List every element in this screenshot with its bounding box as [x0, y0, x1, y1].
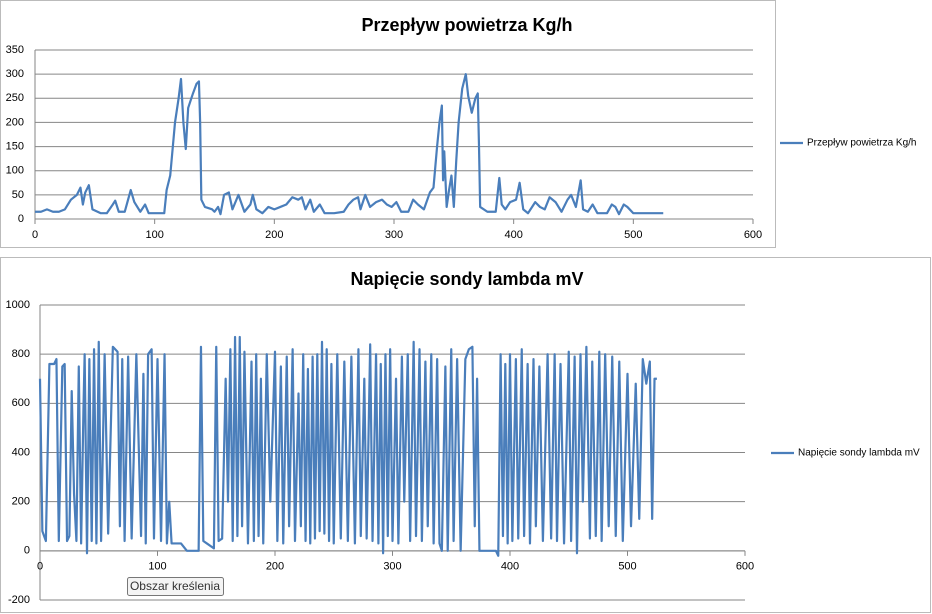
x-tick-label: 400	[504, 229, 522, 241]
y-tick-label: 400	[12, 446, 30, 458]
y-tick-label: -200	[8, 594, 30, 606]
y-tick-label: 200	[6, 116, 24, 128]
x-tick-label: 400	[501, 561, 519, 573]
x-tick-label: 300	[385, 229, 403, 241]
x-tick-label: 600	[744, 229, 762, 241]
y-tick-label: 150	[6, 140, 24, 152]
tooltip-text: Obszar kreślenia	[130, 579, 220, 593]
y-tick-label: 200	[12, 496, 30, 508]
x-tick-label: 200	[265, 229, 283, 241]
y-tick-label: 600	[12, 397, 30, 409]
y-tick-label: 300	[6, 68, 24, 80]
x-tick-label: 100	[148, 561, 166, 573]
chart-title: Napięcie sondy lambda mV	[350, 269, 583, 289]
x-tick-label: 200	[266, 561, 284, 573]
x-tick-label: 500	[618, 561, 636, 573]
y-tick-label: 350	[6, 44, 24, 56]
x-tick-label: 0	[32, 229, 38, 241]
y-tick-label: 0	[24, 545, 30, 557]
tooltip-box	[127, 577, 224, 596]
x-tick-label: 600	[736, 561, 754, 573]
y-tick-label: 800	[12, 348, 30, 360]
x-tick-label: 0	[37, 561, 43, 573]
data-line	[38, 335, 657, 557]
x-tick-label: 300	[383, 561, 401, 573]
y-tick-label: 50	[12, 189, 24, 201]
y-tick-label: 1000	[6, 299, 30, 311]
x-tick-label: 500	[624, 229, 642, 241]
y-tick-label: 100	[6, 165, 24, 177]
chart-frame	[0, 257, 931, 613]
chart-title: Przepływ powietrza Kg/h	[361, 15, 572, 35]
legend-label: Napięcie sondy lambda mV	[798, 448, 920, 459]
chart-frame	[0, 0, 776, 248]
data-line	[35, 73, 664, 216]
x-tick-label: 100	[145, 229, 163, 241]
y-tick-label: 250	[6, 92, 24, 104]
y-tick-label: 0	[18, 213, 24, 225]
legend-label: Przepływ powietrza Kg/h	[807, 138, 917, 149]
